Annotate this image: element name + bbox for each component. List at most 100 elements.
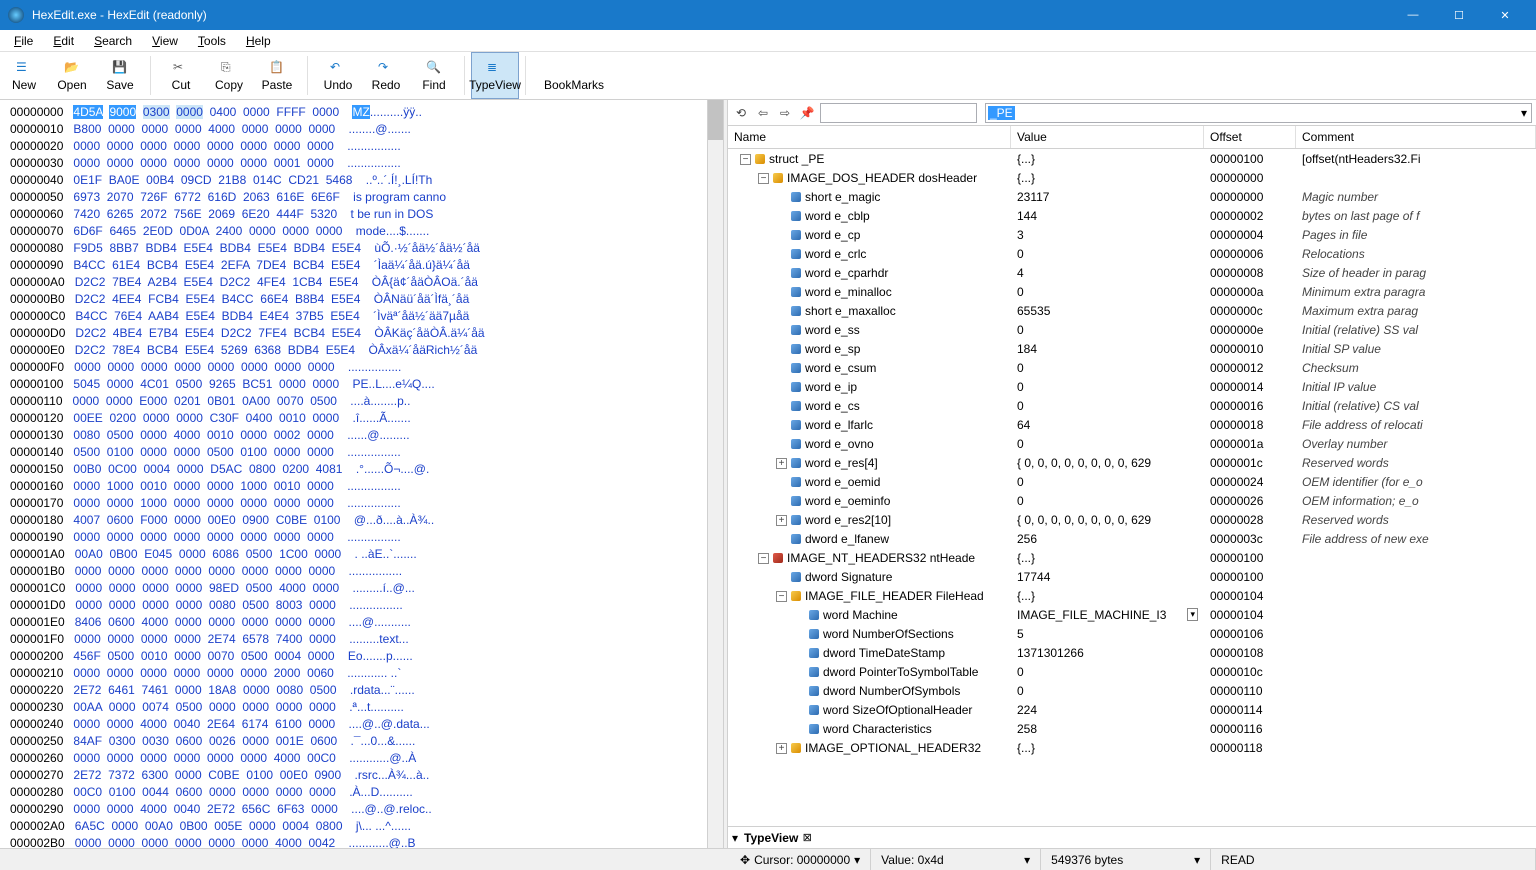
- type-row[interactable]: word e_oeminfo000000026OEM information; …: [728, 491, 1536, 510]
- col-comment[interactable]: Comment: [1296, 126, 1536, 148]
- toolbar-find[interactable]: 🔍Find: [410, 52, 458, 99]
- hex-row[interactable]: 00000080 F9D5 8BB7 BDB4 E5E4 BDB4 E5E4 B…: [10, 240, 703, 257]
- type-row[interactable]: +word e_res2[10]{ 0, 0, 0, 0, 0, 0, 0, 0…: [728, 510, 1536, 529]
- hex-row[interactable]: 000001E0 8406 0600 4000 0000 0000 0000 0…: [10, 614, 703, 631]
- hex-row[interactable]: 00000130 0080 0500 0000 4000 0010 0000 0…: [10, 427, 703, 444]
- type-row[interactable]: +IMAGE_OPTIONAL_HEADER32{...}00000118: [728, 738, 1536, 757]
- hex-row[interactable]: 000001C0 0000 0000 0000 0000 98ED 0500 4…: [10, 580, 703, 597]
- menu-help[interactable]: Help: [236, 32, 281, 50]
- type-row[interactable]: −IMAGE_FILE_HEADER FileHead{...}00000104: [728, 586, 1536, 605]
- hex-row[interactable]: 000001B0 0000 0000 0000 0000 0000 0000 0…: [10, 563, 703, 580]
- type-struct-combo[interactable]: _PE ▾: [985, 103, 1532, 123]
- hex-pane[interactable]: 00000000 4D5A 9000 0300 0000 0400 0000 F…: [0, 100, 707, 848]
- hex-row[interactable]: 000002A0 6A5C 0000 00A0 0B00 005E 0000 0…: [10, 818, 703, 835]
- hex-row[interactable]: 00000180 4007 0600 F000 0000 00E0 0900 C…: [10, 512, 703, 529]
- hex-row[interactable]: 00000010 B800 0000 0000 0000 4000 0000 0…: [10, 121, 703, 138]
- type-row[interactable]: dword e_lfanew2560000003cFile address of…: [728, 529, 1536, 548]
- type-row[interactable]: word e_cs000000016Initial (relative) CS …: [728, 396, 1536, 415]
- type-row[interactable]: word e_lfarlc6400000018File address of r…: [728, 415, 1536, 434]
- hex-row[interactable]: 00000190 0000 0000 0000 0000 0000 0000 0…: [10, 529, 703, 546]
- hex-row[interactable]: 000001F0 0000 0000 0000 0000 2E74 6578 7…: [10, 631, 703, 648]
- toolbar-copy[interactable]: ⎘Copy: [205, 52, 253, 99]
- type-row[interactable]: word Characteristics25800000116: [728, 719, 1536, 738]
- toolbar-bookmarks[interactable]: BookMarks: [532, 52, 616, 99]
- hex-row[interactable]: 00000250 84AF 0300 0030 0600 0026 0000 0…: [10, 733, 703, 750]
- close-button[interactable]: ✕: [1482, 0, 1528, 30]
- hex-row[interactable]: 00000020 0000 0000 0000 0000 0000 0000 0…: [10, 138, 703, 155]
- menu-view[interactable]: View: [142, 32, 188, 50]
- hex-row[interactable]: 000001A0 00A0 0B00 E045 0000 6086 0500 1…: [10, 546, 703, 563]
- toolbar-cut[interactable]: ✂Cut: [157, 52, 205, 99]
- menu-file[interactable]: File: [4, 32, 43, 50]
- hex-row[interactable]: 00000230 00AA 0000 0074 0500 0000 0000 0…: [10, 699, 703, 716]
- hex-row[interactable]: 00000150 00B0 0C00 0004 0000 D5AC 0800 0…: [10, 461, 703, 478]
- type-row[interactable]: short e_maxalloc655350000000cMaximum ext…: [728, 301, 1536, 320]
- nav-back-icon[interactable]: ⟲: [732, 104, 750, 122]
- maximize-button[interactable]: ☐: [1436, 0, 1482, 30]
- hex-row[interactable]: 00000070 6D6F 6465 2E0D 0D0A 2400 0000 0…: [10, 223, 703, 240]
- nav-prev-icon[interactable]: ⇦: [754, 104, 772, 122]
- hex-row[interactable]: 00000290 0000 0000 4000 0040 2E72 656C 6…: [10, 801, 703, 818]
- hex-row[interactable]: 00000120 00EE 0200 0000 0000 C30F 0400 0…: [10, 410, 703, 427]
- hex-row[interactable]: 00000210 0000 0000 0000 0000 0000 0000 2…: [10, 665, 703, 682]
- menu-search[interactable]: Search: [84, 32, 142, 50]
- type-row[interactable]: −IMAGE_DOS_HEADER dosHeader{...}00000000: [728, 168, 1536, 187]
- type-row[interactable]: word e_cp300000004Pages in file: [728, 225, 1536, 244]
- col-offset[interactable]: Offset: [1204, 126, 1296, 148]
- hex-row[interactable]: 00000280 00C0 0100 0044 0600 0000 0000 0…: [10, 784, 703, 801]
- hex-row[interactable]: 00000220 2E72 6461 7461 0000 18A8 0000 0…: [10, 682, 703, 699]
- hex-row[interactable]: 00000090 B4CC 61E4 BCB4 E5E4 2EFA 7DE4 B…: [10, 257, 703, 274]
- type-row[interactable]: word e_crlc000000006Relocations: [728, 244, 1536, 263]
- type-address-input[interactable]: [820, 103, 977, 123]
- type-row[interactable]: word e_minalloc00000000aMinimum extra pa…: [728, 282, 1536, 301]
- hex-row[interactable]: 00000100 5045 0000 4C01 0500 9265 BC51 0…: [10, 376, 703, 393]
- type-row[interactable]: word e_ovno00000001aOverlay number: [728, 434, 1536, 453]
- toolbar-redo[interactable]: ↷Redo: [362, 52, 410, 99]
- type-row[interactable]: short e_magic2311700000000Magic number: [728, 187, 1536, 206]
- type-row[interactable]: word e_sp18400000010Initial SP value: [728, 339, 1536, 358]
- minimize-button[interactable]: —: [1390, 0, 1436, 30]
- toolbar-new[interactable]: ☰New: [0, 52, 48, 99]
- type-row[interactable]: word MachineIMAGE_FILE_MACHINE_I3 ▾00000…: [728, 605, 1536, 624]
- hex-row[interactable]: 000000C0 B4CC 76E4 AAB4 E5E4 BDB4 E4E4 3…: [10, 308, 703, 325]
- hex-row[interactable]: 000000A0 D2C2 7BE4 A2B4 E5E4 D2C2 4FE4 1…: [10, 274, 703, 291]
- hex-row[interactable]: 00000040 0E1F BA0E 00B4 09CD 21B8 014C C…: [10, 172, 703, 189]
- toolbar-paste[interactable]: 📋Paste: [253, 52, 301, 99]
- toolbar-undo[interactable]: ↶Undo: [314, 52, 362, 99]
- menu-tools[interactable]: Tools: [188, 32, 236, 50]
- hex-scrollbar[interactable]: [707, 100, 723, 848]
- col-name[interactable]: Name: [728, 126, 1011, 148]
- type-row[interactable]: word e_csum000000012Checksum: [728, 358, 1536, 377]
- type-row[interactable]: dword TimeDateStamp137130126600000108: [728, 643, 1536, 662]
- hex-row[interactable]: 00000260 0000 0000 0000 0000 0000 0000 4…: [10, 750, 703, 767]
- hex-row[interactable]: 00000110 0000 0000 E000 0201 0B01 0A00 0…: [10, 393, 703, 410]
- type-row[interactable]: word NumberOfSections500000106: [728, 624, 1536, 643]
- hex-row[interactable]: 00000140 0500 0100 0000 0000 0500 0100 0…: [10, 444, 703, 461]
- hex-row[interactable]: 00000050 6973 2070 726F 6772 616D 2063 6…: [10, 189, 703, 206]
- menu-edit[interactable]: Edit: [43, 32, 84, 50]
- hex-row[interactable]: 00000200 456F 0500 0010 0000 0070 0500 0…: [10, 648, 703, 665]
- type-row[interactable]: dword NumberOfSymbols000000110: [728, 681, 1536, 700]
- hex-row[interactable]: 000000F0 0000 0000 0000 0000 0000 0000 0…: [10, 359, 703, 376]
- hex-row[interactable]: 000001D0 0000 0000 0000 0000 0080 0500 8…: [10, 597, 703, 614]
- panel-dropdown-icon[interactable]: ▾: [732, 831, 738, 845]
- type-row[interactable]: word e_cblp14400000002bytes on last page…: [728, 206, 1536, 225]
- toolbar-open[interactable]: 📂Open: [48, 52, 96, 99]
- hex-row[interactable]: 00000060 7420 6265 2072 756E 2069 6E20 4…: [10, 206, 703, 223]
- type-row[interactable]: −IMAGE_NT_HEADERS32 ntHeade{...}00000100: [728, 548, 1536, 567]
- hex-row[interactable]: 00000000 4D5A 9000 0300 0000 0400 0000 F…: [10, 104, 703, 121]
- nav-next-icon[interactable]: ⇨: [776, 104, 794, 122]
- hex-row[interactable]: 000000B0 D2C2 4EE4 FCB4 E5E4 B4CC 66E4 B…: [10, 291, 703, 308]
- hex-row[interactable]: 000002B0 0000 0000 0000 0000 0000 0000 4…: [10, 835, 703, 848]
- type-row[interactable]: +word e_res[4]{ 0, 0, 0, 0, 0, 0, 0, 0, …: [728, 453, 1536, 472]
- hex-row[interactable]: 00000030 0000 0000 0000 0000 0000 0000 0…: [10, 155, 703, 172]
- hex-row[interactable]: 000000D0 D2C2 4BE4 E7B4 E5E4 D2C2 7FE4 B…: [10, 325, 703, 342]
- type-row[interactable]: word e_oemid000000024OEM identifier (for…: [728, 472, 1536, 491]
- type-row[interactable]: word SizeOfOptionalHeader22400000114: [728, 700, 1536, 719]
- type-row[interactable]: word e_ss00000000eInitial (relative) SS …: [728, 320, 1536, 339]
- type-row[interactable]: word e_cparhdr400000008Size of header in…: [728, 263, 1536, 282]
- hex-row[interactable]: 00000240 0000 0000 4000 0040 2E64 6174 6…: [10, 716, 703, 733]
- pin-icon[interactable]: 📌: [798, 104, 816, 122]
- type-row[interactable]: word e_ip000000014Initial IP value: [728, 377, 1536, 396]
- toolbar-save[interactable]: 💾Save: [96, 52, 144, 99]
